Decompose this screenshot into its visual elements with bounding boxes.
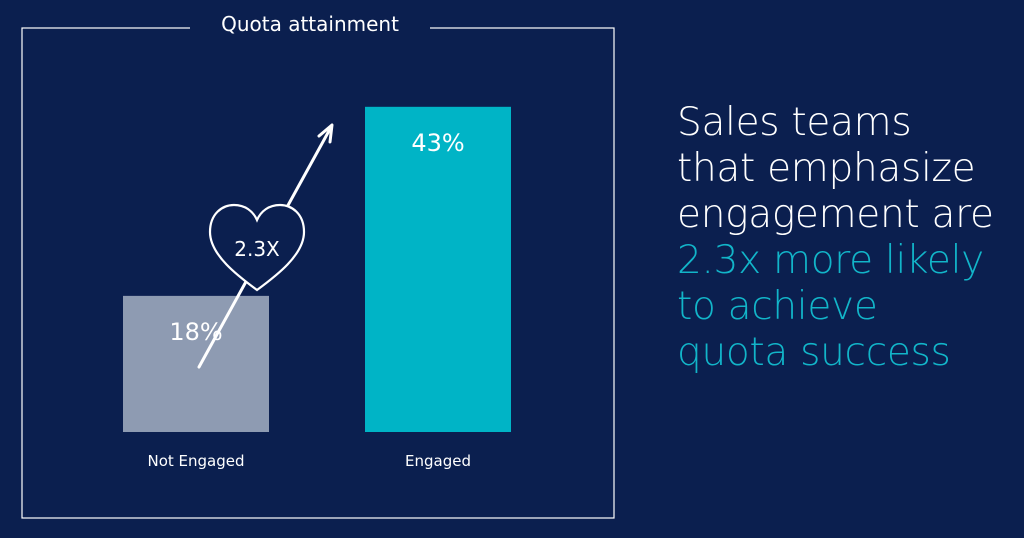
headline-line: that emphasize <box>677 146 976 191</box>
chart-frame <box>21 27 615 519</box>
bar <box>365 106 511 432</box>
bar-value-label: 43% <box>411 129 464 157</box>
arrow-head <box>317 123 334 144</box>
category-label: Engaged <box>405 452 471 470</box>
headline-highlight-line: 2.3x more likely <box>677 238 984 283</box>
annotation-layer: 2.3X <box>197 123 334 369</box>
headline-line: engagement are <box>677 192 994 237</box>
category-label: Not Engaged <box>147 452 244 470</box>
headline: Sales teams that emphasize engagement ar… <box>677 100 1017 376</box>
bar <box>123 295 269 432</box>
bar-value-label: 18% <box>169 318 222 346</box>
bars-layer: 18% Not Engaged 43% Engaged <box>123 106 511 470</box>
heart-icon <box>208 203 306 292</box>
annotation-label: 2.3X <box>234 237 280 261</box>
headline-highlight-line: quota success <box>677 330 951 375</box>
headline-highlight-line: to achieve <box>677 284 878 329</box>
chart-title: Quota attainment <box>190 10 430 38</box>
headline-line: Sales teams <box>677 100 912 145</box>
